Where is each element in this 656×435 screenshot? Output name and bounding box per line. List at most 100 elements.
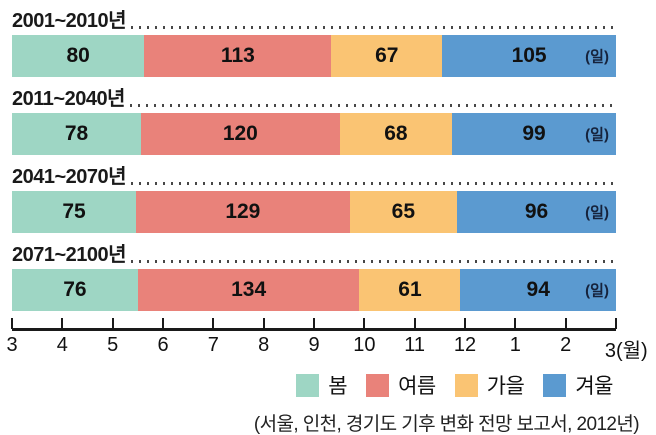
bar-segment-여름: 120 <box>141 113 340 155</box>
segment-value: 75 <box>62 200 86 223</box>
bar-segment-가을: 68 <box>339 113 453 155</box>
axis-tick-label: 9 <box>308 334 320 356</box>
segment-value: 105 <box>511 44 547 67</box>
segment-value: 68 <box>384 122 408 145</box>
stacked-bar: 75 129 65 96 (일) <box>12 191 616 233</box>
bar-segment-여름: 134 <box>137 269 360 311</box>
segment-value: 65 <box>391 200 416 223</box>
axis-tick <box>564 318 567 329</box>
dotted-leader <box>129 104 616 107</box>
bar-segment-여름: 113 <box>144 35 332 77</box>
period-label: 2041~2070년 <box>12 166 127 188</box>
period-group: 2001~2010년 80 113 67 105 (일) <box>12 6 616 77</box>
dotted-leader <box>131 260 616 263</box>
legend-swatch <box>454 373 478 397</box>
period-header: 2071~2100년 <box>12 240 616 265</box>
segment-value: 120 <box>222 122 258 145</box>
legend-item-가을: 가을 <box>454 370 525 400</box>
legend-item-여름: 여름 <box>366 370 436 400</box>
legend-label: 가을 <box>486 375 525 398</box>
axis-tick-label: 3 <box>6 334 18 356</box>
axis-tick <box>615 318 617 329</box>
period-header: 2001~2010년 <box>12 6 616 31</box>
bar-segment-여름: 129 <box>136 191 350 233</box>
dotted-leader <box>131 182 616 185</box>
segment-value: 80 <box>66 44 90 67</box>
bar-segment-봄: 80 <box>12 35 145 77</box>
period-group: 2011~2040년 78 120 68 99 (일) <box>12 84 616 155</box>
unit-label: (일) <box>585 126 609 144</box>
period-label: 2011~2040년 <box>12 88 125 110</box>
axis-tick-label: 5 <box>107 334 119 356</box>
period-header: 2011~2040년 <box>12 84 616 109</box>
bar-segment-가을: 61 <box>359 269 461 311</box>
segment-value: 94 <box>526 278 550 301</box>
legend-item-겨울: 겨울 <box>543 370 613 400</box>
period-header: 2041~2070년 <box>12 162 616 187</box>
chart-rows: 2001~2010년 80 113 67 105 (일) 2011~2040년 78 120 68… <box>12 6 616 311</box>
unit-label: (일) <box>585 282 609 300</box>
axis-tick <box>162 318 164 329</box>
axis-tick <box>514 318 517 329</box>
legend-item-봄: 봄 <box>296 370 348 400</box>
legend-swatch <box>366 373 390 397</box>
axis-tick <box>363 318 366 329</box>
axis-tick-label: 4 <box>56 334 68 356</box>
x-axis-line <box>12 328 616 331</box>
axis-tick-label: 8 <box>258 334 270 356</box>
segment-value: 96 <box>524 200 549 223</box>
axis-tick <box>313 318 315 329</box>
axis-tick <box>413 318 416 329</box>
legend-label: 봄 <box>328 375 348 398</box>
period-label: 2071~2100년 <box>12 244 127 266</box>
axis-tick <box>111 318 114 329</box>
axis-tick-label: 11 <box>404 334 426 356</box>
x-axis: 3 4 5 6 7 8 9 10 11 12 1 2 3(월) <box>6 318 648 362</box>
axis-tick-label: 6 <box>157 334 169 356</box>
bar-segment-봄: 78 <box>12 113 142 155</box>
legend-swatch <box>543 373 567 397</box>
source-caption: (서울, 인천, 경기도 기후 변화 전망 보고서, 2012년) <box>253 414 640 435</box>
bar-segment-봄: 75 <box>12 191 137 233</box>
period-group: 2071~2100년 76 134 61 94 (일) <box>12 240 616 311</box>
bar-segment-겨울: 96 (일) <box>457 191 616 233</box>
segment-value: 78 <box>64 122 89 145</box>
axis-tick-label: 3(월) <box>604 340 648 362</box>
stacked-bar: 80 113 67 105 (일) <box>12 35 616 77</box>
unit-label: (일) <box>585 48 609 66</box>
bar-segment-가을: 67 <box>331 35 443 77</box>
legend-label: 겨울 <box>575 375 613 398</box>
axis-tick <box>11 318 13 329</box>
axis-tick <box>212 318 215 329</box>
axis-tick-label: 1 <box>509 334 521 356</box>
stacked-bar: 78 120 68 99 (일) <box>12 113 616 155</box>
bar-segment-겨울: 99 (일) <box>452 113 616 155</box>
bar-segment-겨울: 105 (일) <box>442 35 616 77</box>
segment-value: 113 <box>220 44 255 67</box>
segment-value: 67 <box>375 44 399 67</box>
legend-swatch <box>296 373 320 397</box>
axis-tick-label: 2 <box>560 334 572 356</box>
unit-label: (일) <box>585 204 609 222</box>
dotted-leader <box>131 26 616 29</box>
segment-value: 61 <box>398 278 422 301</box>
bar-segment-겨울: 94 (일) <box>460 269 616 311</box>
period-label: 2001~2010년 <box>12 10 127 32</box>
axis-tick <box>61 318 64 329</box>
segment-value: 99 <box>522 122 546 145</box>
axis-tick <box>262 318 265 329</box>
bar-segment-가을: 65 <box>349 191 458 233</box>
axis-tick-label: 7 <box>207 334 219 356</box>
legend-label: 여름 <box>398 375 436 398</box>
axis-tick-label: 10 <box>353 334 376 356</box>
period-group: 2041~2070년 75 129 65 96 (일) <box>12 162 616 233</box>
segment-value: 76 <box>63 278 87 301</box>
legend: 봄 여름 가을 겨울 <box>0 370 613 400</box>
bar-segment-봄: 76 <box>12 269 138 311</box>
segment-value: 129 <box>225 200 261 223</box>
segment-value: 134 <box>231 278 267 301</box>
stacked-bar: 76 134 61 94 (일) <box>12 269 616 311</box>
axis-tick <box>464 318 466 329</box>
axis-tick-label: 12 <box>453 334 477 356</box>
